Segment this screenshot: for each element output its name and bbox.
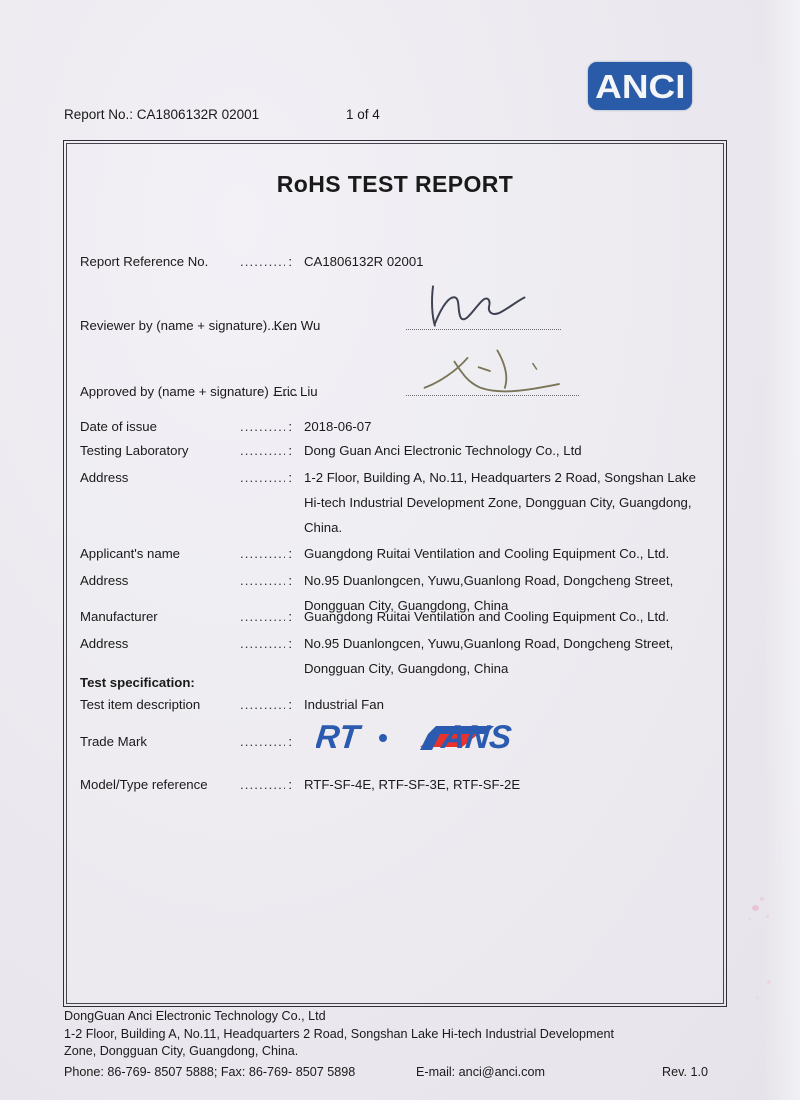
field-value: Dong Guan Anci Electronic Technology Co.… [304, 443, 582, 458]
field-report-reference: Report Reference No. ...................… [80, 254, 716, 269]
field-value: No.95 Duanlongcen, Yuwu,Guanlong Road, D… [304, 573, 674, 613]
svg-text:ANS: ANS [439, 719, 514, 756]
field-value: Ken Wu [273, 318, 321, 333]
page-edge-highlight [764, 0, 800, 1100]
leader-dots: ....................... [240, 546, 285, 561]
field-colon: : [288, 609, 292, 624]
leader-dots: ..................................... [240, 734, 285, 749]
footer-company: DongGuan Anci Electronic Technology Co.,… [64, 1009, 326, 1023]
field-label: Date of issue [80, 419, 157, 434]
approver-signature-line [406, 395, 579, 396]
leader-dots: ............................... [240, 419, 285, 434]
field-label: Trade Mark [80, 734, 147, 749]
field-colon: : [288, 546, 292, 561]
scan-speckle [748, 918, 751, 921]
leader-dots: ...................................... [240, 470, 285, 485]
field-colon: : [288, 470, 292, 485]
field-colon: : [258, 384, 262, 399]
field-model-type-reference: Model/Type reference ...................… [80, 777, 716, 792]
footer-contact-row: Phone: 86-769- 8507 5888; Fax: 86-769- 8… [64, 1064, 744, 1082]
field-colon: : [288, 419, 292, 434]
test-specification-heading: Test specification: [80, 675, 716, 690]
field-label: Address [80, 636, 129, 651]
leader-dots: ........................................… [240, 573, 285, 588]
leader-dots: ....................... [240, 697, 285, 712]
field-colon: : [288, 734, 292, 749]
footer-revision: Rev. 1.0 [662, 1064, 708, 1079]
page-footer: DongGuan Anci Electronic Technology Co.,… [64, 1008, 744, 1082]
field-colon: : [288, 697, 292, 712]
field-colon: : [288, 254, 292, 269]
field-value: Industrial Fan [304, 697, 384, 712]
scan-speckle [767, 980, 771, 984]
rt-fans-trademark-logo: RT ANS [316, 719, 514, 756]
leader-dots: .................................... [240, 636, 285, 651]
section-heading-text: Test specification: [80, 675, 195, 690]
report-number: Report No.: CA1806132R 02001 [64, 107, 260, 122]
document-frame: RoHS TEST REPORT Report Reference No. ..… [63, 140, 727, 1007]
footer-address-line-1: 1-2 Floor, Building A, No.11, Headquarte… [64, 1026, 615, 1041]
scan-speckle [760, 897, 764, 901]
field-label: Address [80, 573, 129, 588]
page-header: ANCI Report No.: CA1806132R 02001 1 of 4 [0, 0, 800, 135]
field-laboratory-address: Address ................................… [80, 465, 716, 540]
anci-logo: ANCI [588, 62, 692, 110]
reviewer-signature-line [406, 329, 561, 330]
svg-text:RT: RT [316, 719, 364, 756]
field-value: Eric Liu [273, 384, 318, 399]
scan-speckle [756, 996, 759, 999]
field-value: Guangdong Ruitai Ventilation and Cooling… [304, 546, 670, 561]
field-applicant-address: Address ................................… [80, 568, 716, 618]
field-label: Model/Type reference [80, 777, 208, 792]
field-value: 1-2 Floor, Building A, No.11, Headquarte… [304, 470, 696, 535]
field-label: Approved by (name + signature) ....... [80, 384, 299, 399]
field-label: Reviewer by (name + signature)........ [80, 318, 297, 333]
scan-speckle [752, 905, 759, 911]
field-label: Report Reference No. [80, 254, 209, 269]
field-value: CA1806132R 02001 [304, 254, 424, 269]
field-colon: : [288, 573, 292, 588]
footer-address-line-2: Zone, Dongguan City, Guangdong, China. [64, 1044, 299, 1058]
field-trade-mark: Trade Mark .............................… [80, 734, 716, 749]
anci-logo-text: ANCI [594, 67, 686, 105]
field-label: Test item description [80, 697, 201, 712]
leader-dots: ................... [240, 254, 285, 269]
document-frame-inner-line [66, 143, 724, 1004]
footer-phone-fax: Phone: 86-769- 8507 5888; Fax: 86-769- 8… [64, 1064, 356, 1079]
footer-email: E-mail: anci@anci.com [416, 1064, 545, 1079]
field-approver: Approved by (name + signature) ....... :… [80, 384, 716, 399]
page-indicator: 1 of 4 [346, 107, 380, 122]
field-value: No.95 Duanlongcen, Yuwu,Guanlong Road, D… [304, 636, 674, 676]
field-reviewer: Reviewer by (name + signature)........ :… [80, 318, 716, 333]
field-testing-laboratory: Testing Laboratory .....................… [80, 443, 716, 458]
page-title: RoHS TEST REPORT [276, 171, 514, 197]
field-colon: : [258, 318, 262, 333]
field-label: Manufacturer [80, 609, 158, 624]
scan-speckle [766, 915, 769, 918]
field-value: Guangdong Ruitai Ventilation and Cooling… [304, 609, 670, 624]
field-colon: : [288, 443, 292, 458]
field-colon: : [288, 636, 292, 651]
field-label: Applicant's name [80, 546, 181, 561]
field-date-of-issue: Date of issue ..........................… [80, 419, 716, 434]
field-manufacturer-address: Address ................................… [80, 631, 716, 681]
field-label: Address [80, 470, 129, 485]
field-colon: : [288, 777, 292, 792]
leader-dots: ....................... [240, 777, 285, 792]
field-label: Testing Laboratory [80, 443, 189, 458]
field-test-item-description: Test item description ..................… [80, 697, 716, 712]
leader-dots: ......................... [240, 443, 285, 458]
field-applicant-name: Applicant's name .......................… [80, 546, 716, 561]
field-manufacturer: Manufacturer ...........................… [80, 609, 716, 624]
field-value: RTF-SF-4E, RTF-SF-3E, RTF-SF-2E [304, 777, 521, 792]
leader-dots: .................................... [240, 609, 285, 624]
field-value: 2018-06-07 [304, 419, 372, 434]
